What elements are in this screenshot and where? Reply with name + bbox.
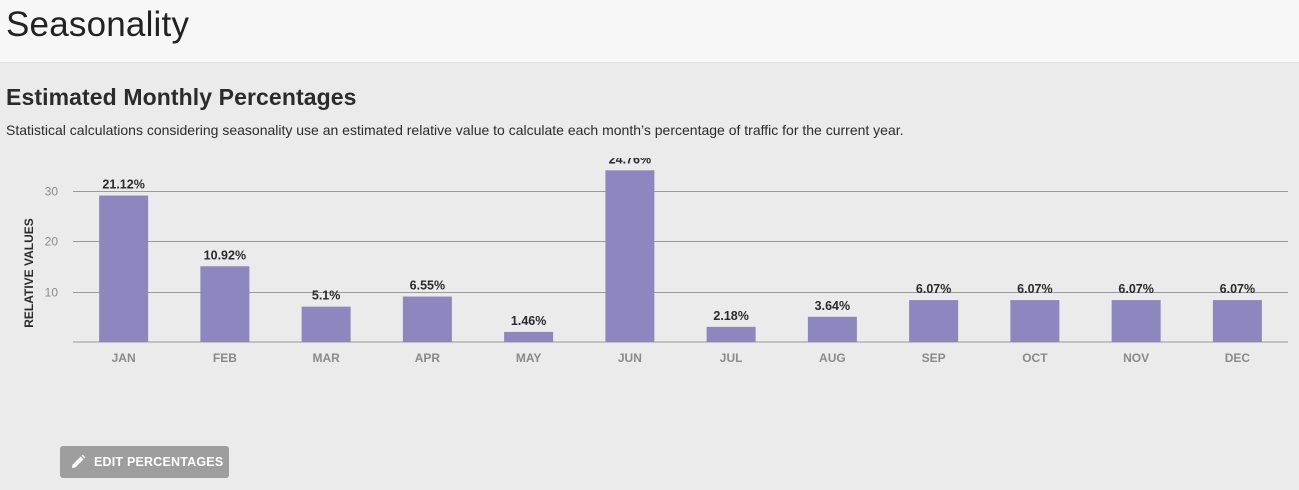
x-tick-label-apr: APR [415,351,441,365]
x-tick-label-jun: JUN [618,351,642,365]
y-axis-label: RELATIVE VALUES [22,218,36,328]
data-label-mar: 5.1% [312,289,341,303]
bars [99,170,1262,342]
page-header: Seasonality [0,0,1299,63]
x-tick-label-jan: JAN [112,351,136,365]
gridlines [73,140,1288,343]
section-description: Statistical calculations considering sea… [6,122,904,138]
x-tick-label-aug: AUG [819,351,846,365]
x-tick-label-may: MAY [516,351,542,365]
x-tick-label-oct: OCT [1022,351,1048,365]
main-content: Estimated Monthly Percentages Statistica… [0,63,1299,490]
x-tick-label-sep: SEP [922,351,946,365]
bar-mar [301,306,351,342]
bar-may [504,331,554,342]
data-label-jul: 2.18% [713,309,748,323]
x-axis-ticks: JAN FEB MAR APR MAY JUN JUL AUG SEP OCT NOV DEC [112,351,1251,365]
seasonality-chart: 10203040 21.12%10.92%5.1%6.55%1.46%24.76… [0,134,1299,408]
x-tick-label-nov: NOV [1123,351,1149,365]
bar-jul [706,326,756,342]
bar-chart-svg: 10203040 21.12%10.92%5.1%6.55%1.46%24.76… [22,134,1288,365]
bar-nov [1111,300,1161,342]
page-title: Seasonality [6,5,190,44]
bar-feb [200,266,250,342]
pencil-icon [72,454,86,468]
bar-dec [1212,300,1262,342]
bar-oct [1010,300,1060,342]
data-label-jun: 24.76% [609,158,651,166]
data-labels: 21.12% 10.92% 5.1% 6.55% 1.46% 24.76% 2.18% 3.6… [102,152,1255,328]
y-axis-ticks: 10203040 [45,134,59,300]
edit-percentages-button[interactable]: EDIT PERCENTAGES [60,446,229,478]
y-tick-label: 30 [45,185,59,199]
bar-jan [99,195,149,342]
data-label-feb: 10.92% [204,248,246,262]
y-tick-label: 10 [45,286,59,300]
data-label-jan: 21.12% [102,178,144,192]
bar-jun [605,170,655,342]
edit-percentages-label: EDIT PERCENTAGES [94,455,224,469]
x-tick-label-dec: DEC [1225,351,1251,365]
data-label-oct: 6.07% [1017,282,1052,296]
data-label-aug: 3.64% [815,299,850,313]
bar-sep [909,300,959,342]
y-tick-label: 20 [45,235,59,249]
bar-apr [402,296,452,342]
data-label-apr: 6.55% [410,279,445,293]
section-title: Estimated Monthly Percentages [6,84,357,110]
x-tick-label-mar: MAR [312,351,340,365]
x-tick-label-feb: FEB [213,351,237,365]
data-label-nov: 6.07% [1118,282,1153,296]
bar-aug [807,316,857,342]
data-label-sep: 6.07% [916,282,951,296]
data-label-dec: 6.07% [1220,282,1255,296]
data-label-may: 1.46% [511,314,546,328]
x-tick-label-jul: JUL [720,351,743,365]
